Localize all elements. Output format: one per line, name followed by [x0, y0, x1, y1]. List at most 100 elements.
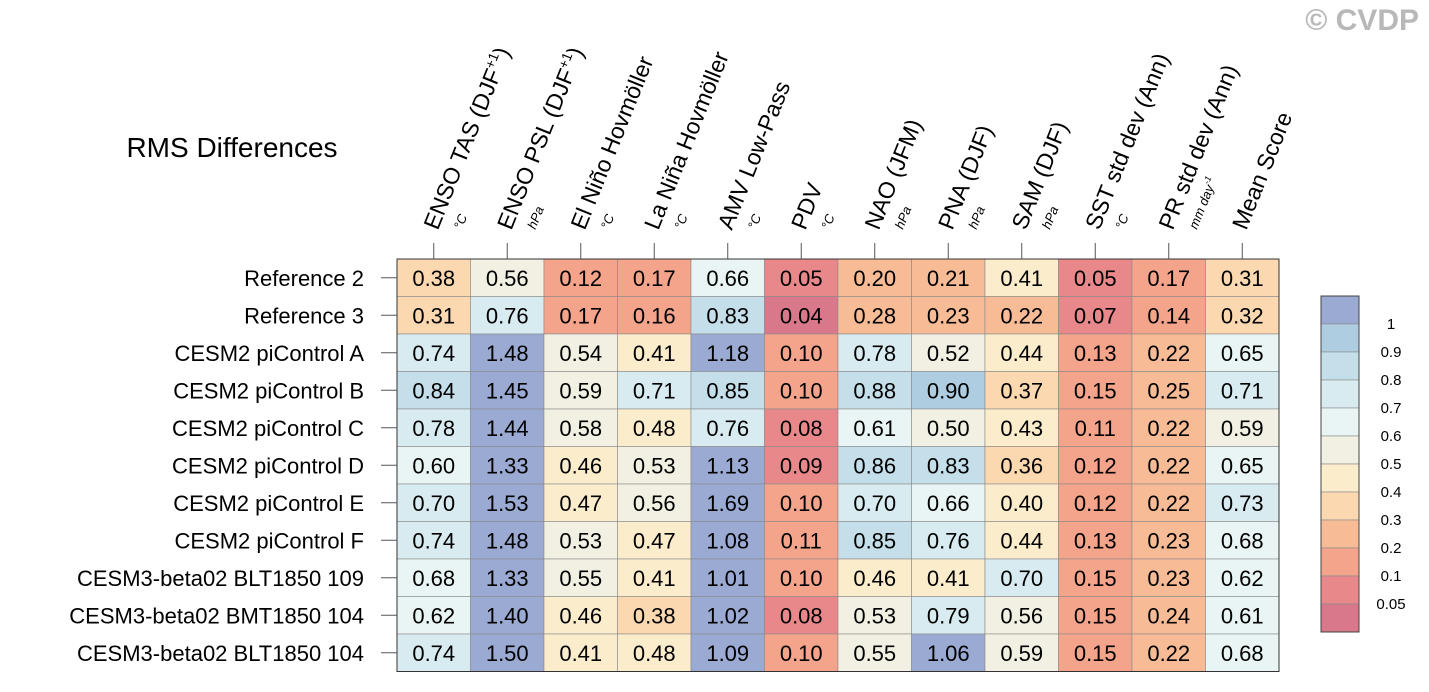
heatmap-cell: [543, 408, 618, 447]
cell-value-label: 0.17: [633, 266, 676, 291]
heatmap-cell: [1131, 521, 1206, 560]
cell-value-label: 0.68: [412, 566, 455, 591]
cell-value-label: 0.65: [1221, 453, 1264, 478]
column-label: AMV Low-Pass: [712, 77, 795, 233]
cell-value-label: 0.22: [1147, 641, 1190, 666]
cell-value-label: 0.05: [1074, 266, 1117, 291]
colorbar-segment: [1320, 575, 1360, 605]
column-label: El Niño Hovmöller: [565, 52, 658, 233]
heatmap-cell: [617, 333, 692, 372]
heatmap-cell: [617, 371, 692, 410]
heatmap-cell: [690, 483, 765, 522]
cell-value-label: 0.15: [1074, 641, 1117, 666]
colorbar-segment: [1320, 351, 1360, 381]
cell-value-label: 0.59: [559, 378, 602, 403]
cell-value-label: 0.71: [633, 378, 676, 403]
cell-value-label: 0.59: [1000, 641, 1043, 666]
heatmap-cell: [690, 296, 765, 335]
heatmap-cell: [984, 296, 1059, 335]
heatmap-cell: [690, 596, 765, 635]
heatmap-cell: [984, 371, 1059, 410]
heatmap-cell: [911, 633, 986, 672]
cell-value-label: 0.50: [927, 416, 970, 441]
cell-value-label: 0.85: [853, 528, 896, 553]
heatmap-cell: [617, 596, 692, 635]
heatmap-cell: [1131, 633, 1206, 672]
cell-value-label: 0.07: [1074, 303, 1117, 328]
column-unit-label: °C: [745, 211, 765, 231]
heatmap-cell: [396, 446, 471, 485]
colorbar-segment: [1320, 295, 1360, 325]
column-unit-label: hPa: [1039, 204, 1062, 231]
cell-value-label: 0.32: [1221, 303, 1264, 328]
cell-value-label: 0.12: [559, 266, 602, 291]
heatmap-cell: [1205, 371, 1280, 410]
colorbar-tick-label: 0.3: [1381, 512, 1402, 529]
cell-value-label: 0.08: [780, 603, 823, 628]
heatmap-cell: [764, 296, 839, 335]
cell-value-label: 0.68: [1221, 641, 1264, 666]
cell-value-label: 0.12: [1074, 491, 1117, 516]
cell-value-label: 1.50: [486, 641, 529, 666]
cell-value-label: 0.70: [1000, 566, 1043, 591]
heatmap-cell: [1058, 483, 1133, 522]
column-unit-label: °C: [671, 211, 691, 231]
heatmap-cell: [543, 371, 618, 410]
row-label: CESM2 piControl A: [174, 341, 364, 366]
cell-value-label: 0.17: [1147, 266, 1190, 291]
heatmap-cell: [396, 633, 471, 672]
cell-value-label: 0.52: [927, 341, 970, 366]
heatmap-cell: [911, 596, 986, 635]
cell-value-label: 0.15: [1074, 603, 1117, 628]
cell-value-label: 0.70: [412, 491, 455, 516]
heatmap-cell: [617, 296, 692, 335]
cell-value-label: 0.20: [853, 266, 896, 291]
heatmap-cell: [1205, 596, 1280, 635]
column-unit-label: °C: [1112, 211, 1132, 231]
cell-value-label: 0.58: [559, 416, 602, 441]
cell-value-label: 0.23: [1147, 528, 1190, 553]
cell-value-label: 0.53: [559, 528, 602, 553]
cell-value-label: 0.84: [412, 378, 455, 403]
column-label-group: Mean Score: [1227, 108, 1298, 233]
heatmap-cell: [617, 258, 692, 297]
colorbar-segment: [1320, 463, 1360, 493]
heatmap-cell: [1058, 296, 1133, 335]
heatmap-cell: [1205, 446, 1280, 485]
heatmap-cell: [1205, 333, 1280, 372]
heatmap-cell: [1205, 258, 1280, 297]
heatmap-cell: [543, 521, 618, 560]
heatmap-cell: [764, 446, 839, 485]
cell-value-label: 0.43: [1000, 416, 1043, 441]
heatmap-cell: [470, 483, 545, 522]
heatmap-cell: [1058, 258, 1133, 297]
cell-value-label: 0.79: [927, 603, 970, 628]
colorbar-segment: [1320, 323, 1360, 353]
heatmap-cell: [764, 371, 839, 410]
cell-value-label: 0.36: [1000, 453, 1043, 478]
cell-value-label: 1.48: [486, 341, 529, 366]
heatmap-cell: [1058, 371, 1133, 410]
cell-value-label: 0.78: [412, 416, 455, 441]
colorbar-tick-label: 0.8: [1381, 372, 1402, 389]
cell-value-label: 0.14: [1147, 303, 1190, 328]
cell-value-label: 0.59: [1221, 416, 1264, 441]
colorbar-segment: [1320, 435, 1360, 465]
cell-value-label: 0.08: [780, 416, 823, 441]
heatmap-cell: [470, 296, 545, 335]
cell-value-label: 1.33: [486, 453, 529, 478]
column-label-group: SAM (DJF)hPa: [1006, 118, 1073, 233]
colorbar-segment: [1320, 519, 1360, 549]
row-label: CESM2 piControl E: [173, 491, 364, 516]
heatmap-cell: [1131, 596, 1206, 635]
cell-value-label: 0.44: [1000, 528, 1043, 553]
cell-value-label: 0.09: [780, 453, 823, 478]
heatmap-cell: [764, 633, 839, 672]
heatmap-cell: [1058, 633, 1133, 672]
cell-value-label: 0.46: [853, 566, 896, 591]
cell-value-label: 0.13: [1074, 528, 1117, 553]
colorbar-tick-label: 0.5: [1381, 456, 1402, 473]
heatmap-cell: [837, 296, 912, 335]
column-unit-label: °C: [598, 211, 618, 231]
